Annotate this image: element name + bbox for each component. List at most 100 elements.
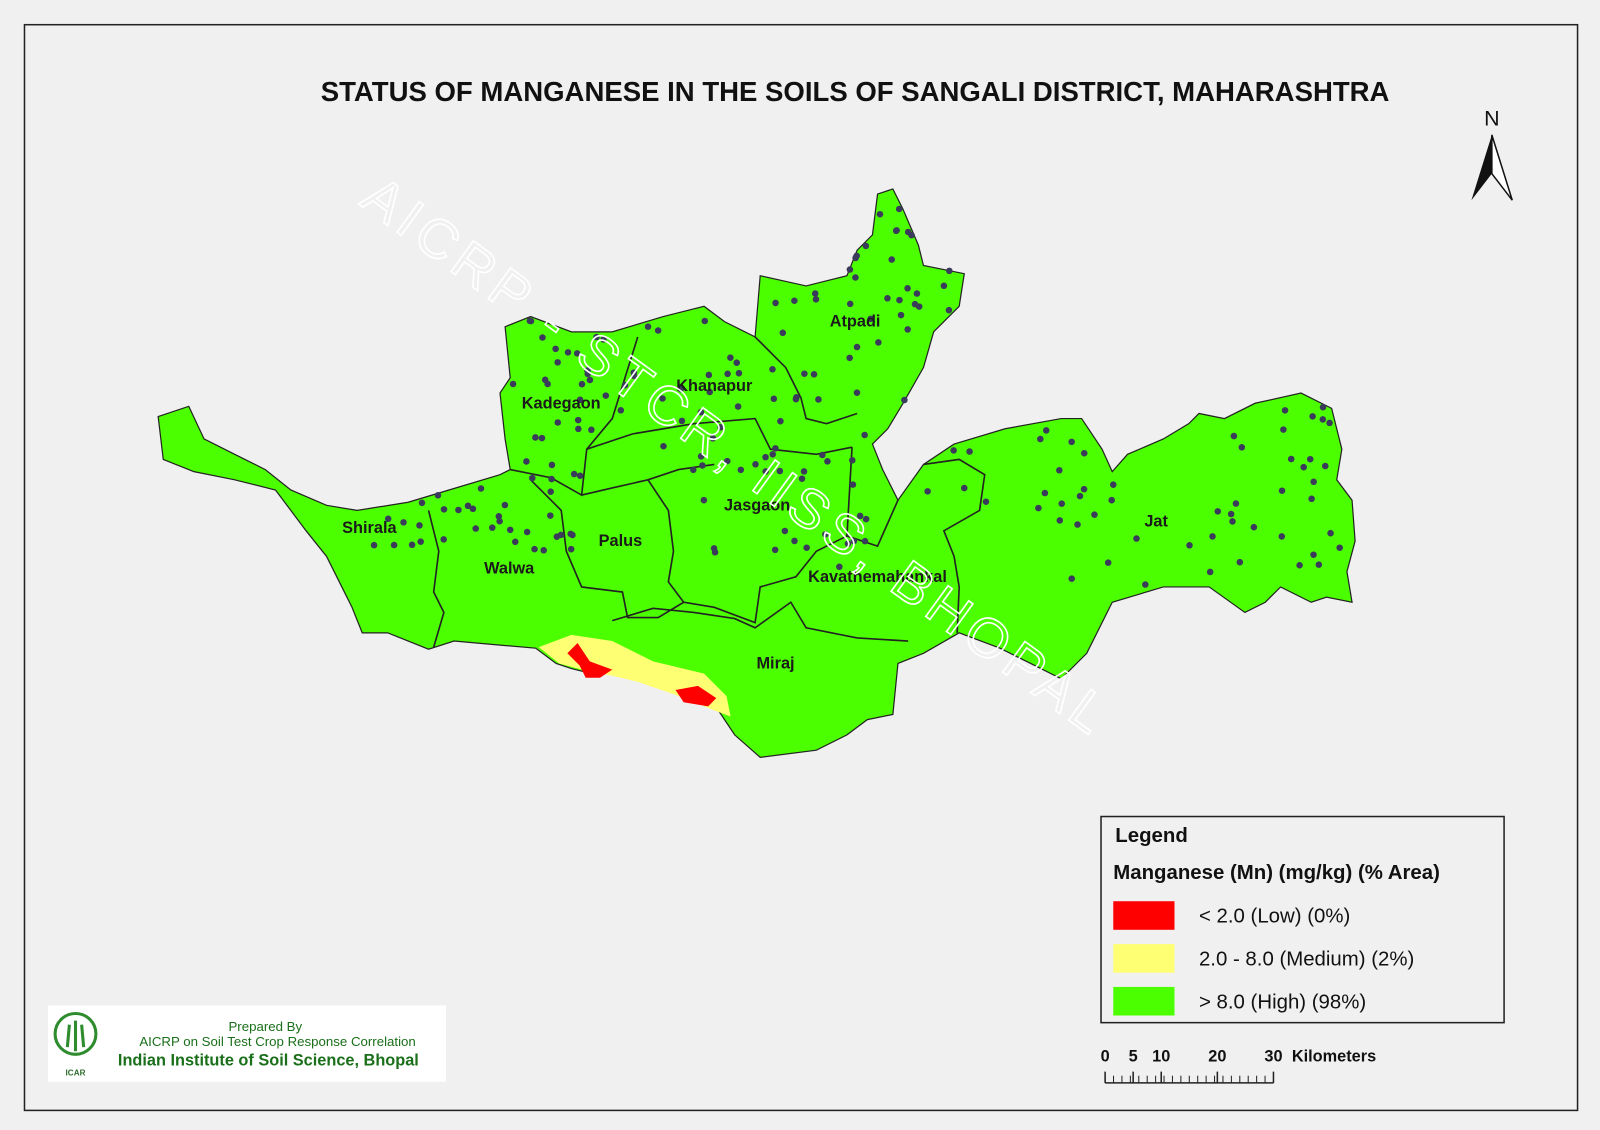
sample-point bbox=[769, 366, 776, 373]
sample-point bbox=[548, 475, 555, 483]
sample-point bbox=[489, 524, 496, 531]
sample-point bbox=[1058, 500, 1065, 507]
scale-label: 20 bbox=[1208, 1047, 1226, 1065]
sample-point bbox=[584, 370, 591, 378]
credit-box bbox=[47, 1005, 446, 1082]
sample-point bbox=[772, 445, 779, 452]
sample-point bbox=[852, 274, 859, 281]
sample-point bbox=[824, 458, 831, 465]
legend-label: > 8.0 (High) (98%) bbox=[1199, 991, 1366, 1013]
scale-label: 0 bbox=[1101, 1047, 1110, 1065]
legend-subtitle: Manganese (Mn) (mg/kg) (% Area) bbox=[1113, 862, 1440, 884]
credit-project: AICRP on Soil Test Crop Response Correla… bbox=[139, 1034, 415, 1049]
sample-point bbox=[1278, 487, 1286, 494]
district-labels: Atpadi Khanapur Kadegaon Shirala Jasgaon Palu… bbox=[342, 313, 1168, 673]
sample-point bbox=[844, 540, 852, 547]
sample-point bbox=[1232, 500, 1240, 507]
sample-point bbox=[791, 537, 798, 545]
sample-point bbox=[904, 228, 912, 236]
sample-point bbox=[464, 502, 472, 510]
sample-point bbox=[867, 315, 874, 323]
sample-point bbox=[901, 396, 908, 404]
sample-point bbox=[849, 481, 857, 488]
sample-point bbox=[574, 416, 582, 424]
sample-point bbox=[777, 417, 784, 425]
sample-point bbox=[1074, 521, 1081, 528]
sample-point bbox=[1229, 518, 1236, 525]
sample-point bbox=[762, 468, 769, 475]
sample-point bbox=[1281, 407, 1289, 414]
sample-point bbox=[1068, 575, 1075, 582]
sample-point bbox=[570, 470, 578, 478]
district-label: Miraj bbox=[756, 655, 794, 673]
sample-point bbox=[853, 389, 861, 396]
sample-point bbox=[982, 498, 990, 505]
district-label: Walwa bbox=[484, 560, 535, 578]
sample-point bbox=[1068, 438, 1075, 446]
sample-point bbox=[862, 515, 870, 523]
sample-point bbox=[940, 282, 948, 290]
sample-point bbox=[544, 380, 551, 388]
district-label: Atpadi bbox=[830, 313, 881, 331]
sample-point bbox=[697, 453, 705, 460]
sample-point bbox=[1037, 435, 1044, 443]
sample-point bbox=[724, 370, 731, 378]
sample-point bbox=[554, 419, 562, 426]
icar-logo: ICAR bbox=[53, 1011, 98, 1078]
sample-point bbox=[417, 538, 424, 545]
scale-label: 30 bbox=[1264, 1047, 1282, 1065]
sample-point bbox=[416, 522, 423, 529]
sample-point bbox=[600, 336, 607, 343]
sample-point bbox=[924, 488, 931, 495]
sample-point bbox=[733, 359, 741, 366]
sample-point bbox=[660, 442, 667, 450]
sample-point bbox=[893, 227, 900, 234]
sample-points bbox=[370, 205, 1343, 588]
sample-point bbox=[904, 284, 911, 292]
sample-point bbox=[810, 371, 818, 378]
legend-swatch bbox=[1113, 944, 1175, 973]
sample-point bbox=[690, 466, 697, 474]
sample-point bbox=[711, 549, 719, 556]
sample-point bbox=[897, 311, 905, 319]
sample-point bbox=[735, 369, 743, 377]
sample-point bbox=[706, 388, 713, 396]
sample-point bbox=[538, 434, 546, 442]
sample-point bbox=[734, 403, 742, 410]
sample-point bbox=[469, 505, 477, 513]
sample-point bbox=[1230, 432, 1238, 440]
sample-point bbox=[1104, 559, 1112, 566]
sample-point bbox=[1209, 533, 1216, 540]
scale-unit: Kilometers bbox=[1292, 1047, 1376, 1065]
sample-point bbox=[1076, 492, 1084, 500]
north-arrow bbox=[1471, 134, 1492, 201]
sample-point bbox=[1091, 511, 1098, 518]
sample-point bbox=[578, 380, 586, 388]
sample-point bbox=[477, 485, 485, 492]
north-arrow bbox=[1491, 134, 1513, 201]
sample-point bbox=[1080, 449, 1088, 457]
boundary bbox=[427, 510, 445, 648]
sample-point bbox=[1319, 403, 1327, 411]
sample-point bbox=[495, 513, 503, 520]
sample-point bbox=[876, 210, 884, 218]
sample-point bbox=[913, 290, 921, 297]
sample-point bbox=[699, 462, 706, 469]
legend-label: 2.0 - 8.0 (Medium) (2%) bbox=[1199, 949, 1414, 971]
sample-point bbox=[434, 491, 442, 499]
sample-point bbox=[1321, 462, 1329, 470]
sample-point bbox=[1326, 419, 1333, 427]
sample-point bbox=[812, 296, 820, 303]
sample-point bbox=[523, 458, 530, 465]
low-zone bbox=[567, 643, 613, 678]
sample-point bbox=[793, 393, 800, 401]
sample-point bbox=[1287, 455, 1295, 463]
sample-point bbox=[552, 345, 559, 353]
logo-wheat bbox=[65, 1020, 86, 1052]
sample-point bbox=[849, 457, 856, 464]
sample-point bbox=[1206, 568, 1214, 576]
legend-items: < 2.0 (Low) (0%) 2.0 - 8.0 (Medium) (2%) >… bbox=[1113, 901, 1414, 1016]
logo-text: ICAR bbox=[66, 1069, 86, 1078]
sample-point bbox=[846, 266, 854, 273]
